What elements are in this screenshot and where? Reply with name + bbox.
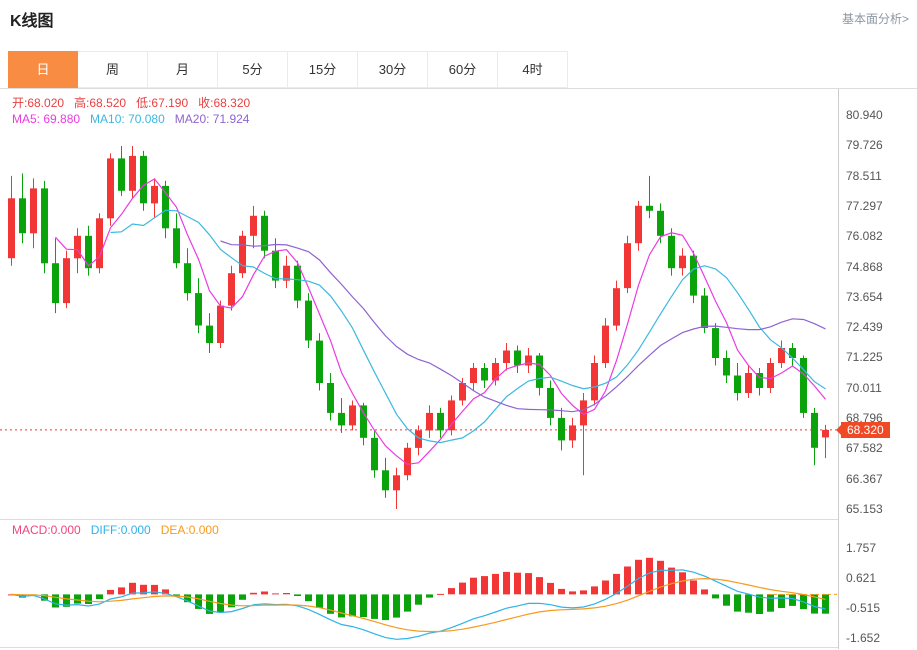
y-axis-label: 67.582 bbox=[846, 441, 883, 456]
y-axis-label: 80.940 bbox=[846, 108, 883, 122]
ma-info-bar: MA5: 69.880 MA10: 70.080 MA20: 71.924 bbox=[12, 112, 259, 126]
tab-周[interactable]: 周 bbox=[78, 51, 148, 88]
current-price-badge: 68.320 bbox=[841, 421, 890, 438]
ohlc-item: 开:68.020 bbox=[12, 96, 65, 110]
tab-60分[interactable]: 60分 bbox=[428, 51, 498, 88]
tab-日[interactable]: 日 bbox=[8, 51, 78, 88]
y-axis-label: 79.726 bbox=[846, 138, 883, 153]
macd-item: MACD:0.000 bbox=[12, 523, 81, 537]
y-axis-label: 78.511 bbox=[846, 168, 882, 183]
y-axis-label: 71.225 bbox=[846, 350, 883, 365]
tab-4时[interactable]: 4时 bbox=[498, 51, 568, 88]
y-axis-label: 76.082 bbox=[846, 229, 883, 244]
macd-info-bar: MACD:0.000 DIFF:0.000 DEA:0.000 bbox=[12, 523, 229, 537]
macd-axis-label: 0.621 bbox=[846, 571, 877, 585]
macd-axis-label: -1.652 bbox=[846, 631, 881, 645]
chart-area: 开:68.020 高:68.520 低:67.190 收:68.320 MA5: 69… bbox=[0, 88, 917, 649]
tab-30分[interactable]: 30分 bbox=[358, 51, 428, 88]
ohlc-item: 收:68.320 bbox=[198, 96, 251, 110]
macd-item: DIFF:0.000 bbox=[90, 523, 151, 537]
tab-15分[interactable]: 15分 bbox=[288, 51, 358, 88]
tab-月[interactable]: 月 bbox=[148, 51, 218, 88]
chart-divider bbox=[0, 519, 838, 520]
y-axis-label: 72.439 bbox=[846, 320, 883, 335]
y-axis-label: 66.367 bbox=[846, 471, 883, 486]
period-tabs: 日周月 5分 15分 30分 60分 4时 bbox=[8, 51, 568, 88]
fundamental-analysis-link[interactable]: 基本面分析> bbox=[841, 12, 909, 26]
y-axis-label: 70.011 bbox=[846, 380, 882, 395]
macd-item: DEA:0.000 bbox=[160, 523, 219, 537]
macd-axis-label: -0.515 bbox=[846, 601, 881, 615]
y-axis-label: 73.654 bbox=[846, 289, 883, 304]
price-axis: 68.320 80.940 79.726 78.511 77.297 76.082 74.… bbox=[838, 89, 917, 649]
y-axis-label: 74.868 bbox=[846, 259, 883, 274]
page-title: K线图 bbox=[10, 13, 54, 30]
ma-item: MA10: 70.080 bbox=[90, 112, 165, 126]
ma-item: MA20: 71.924 bbox=[174, 112, 250, 126]
ma-item: MA5: 69.880 bbox=[12, 112, 81, 126]
ohlc-item: 低:67.190 bbox=[136, 96, 189, 110]
macd-chart[interactable] bbox=[0, 545, 838, 649]
macd-axis-label: 1.757 bbox=[846, 541, 877, 555]
ohlc-info-bar: 开:68.020 高:68.520 低:67.190 收:68.320 bbox=[12, 94, 260, 111]
y-axis-label: 77.297 bbox=[846, 198, 883, 213]
tab-5分[interactable]: 5分 bbox=[218, 51, 288, 88]
candlestick-chart[interactable] bbox=[0, 89, 838, 519]
ohlc-item: 高:68.520 bbox=[74, 96, 127, 110]
y-axis-label: 65.153 bbox=[846, 501, 883, 516]
